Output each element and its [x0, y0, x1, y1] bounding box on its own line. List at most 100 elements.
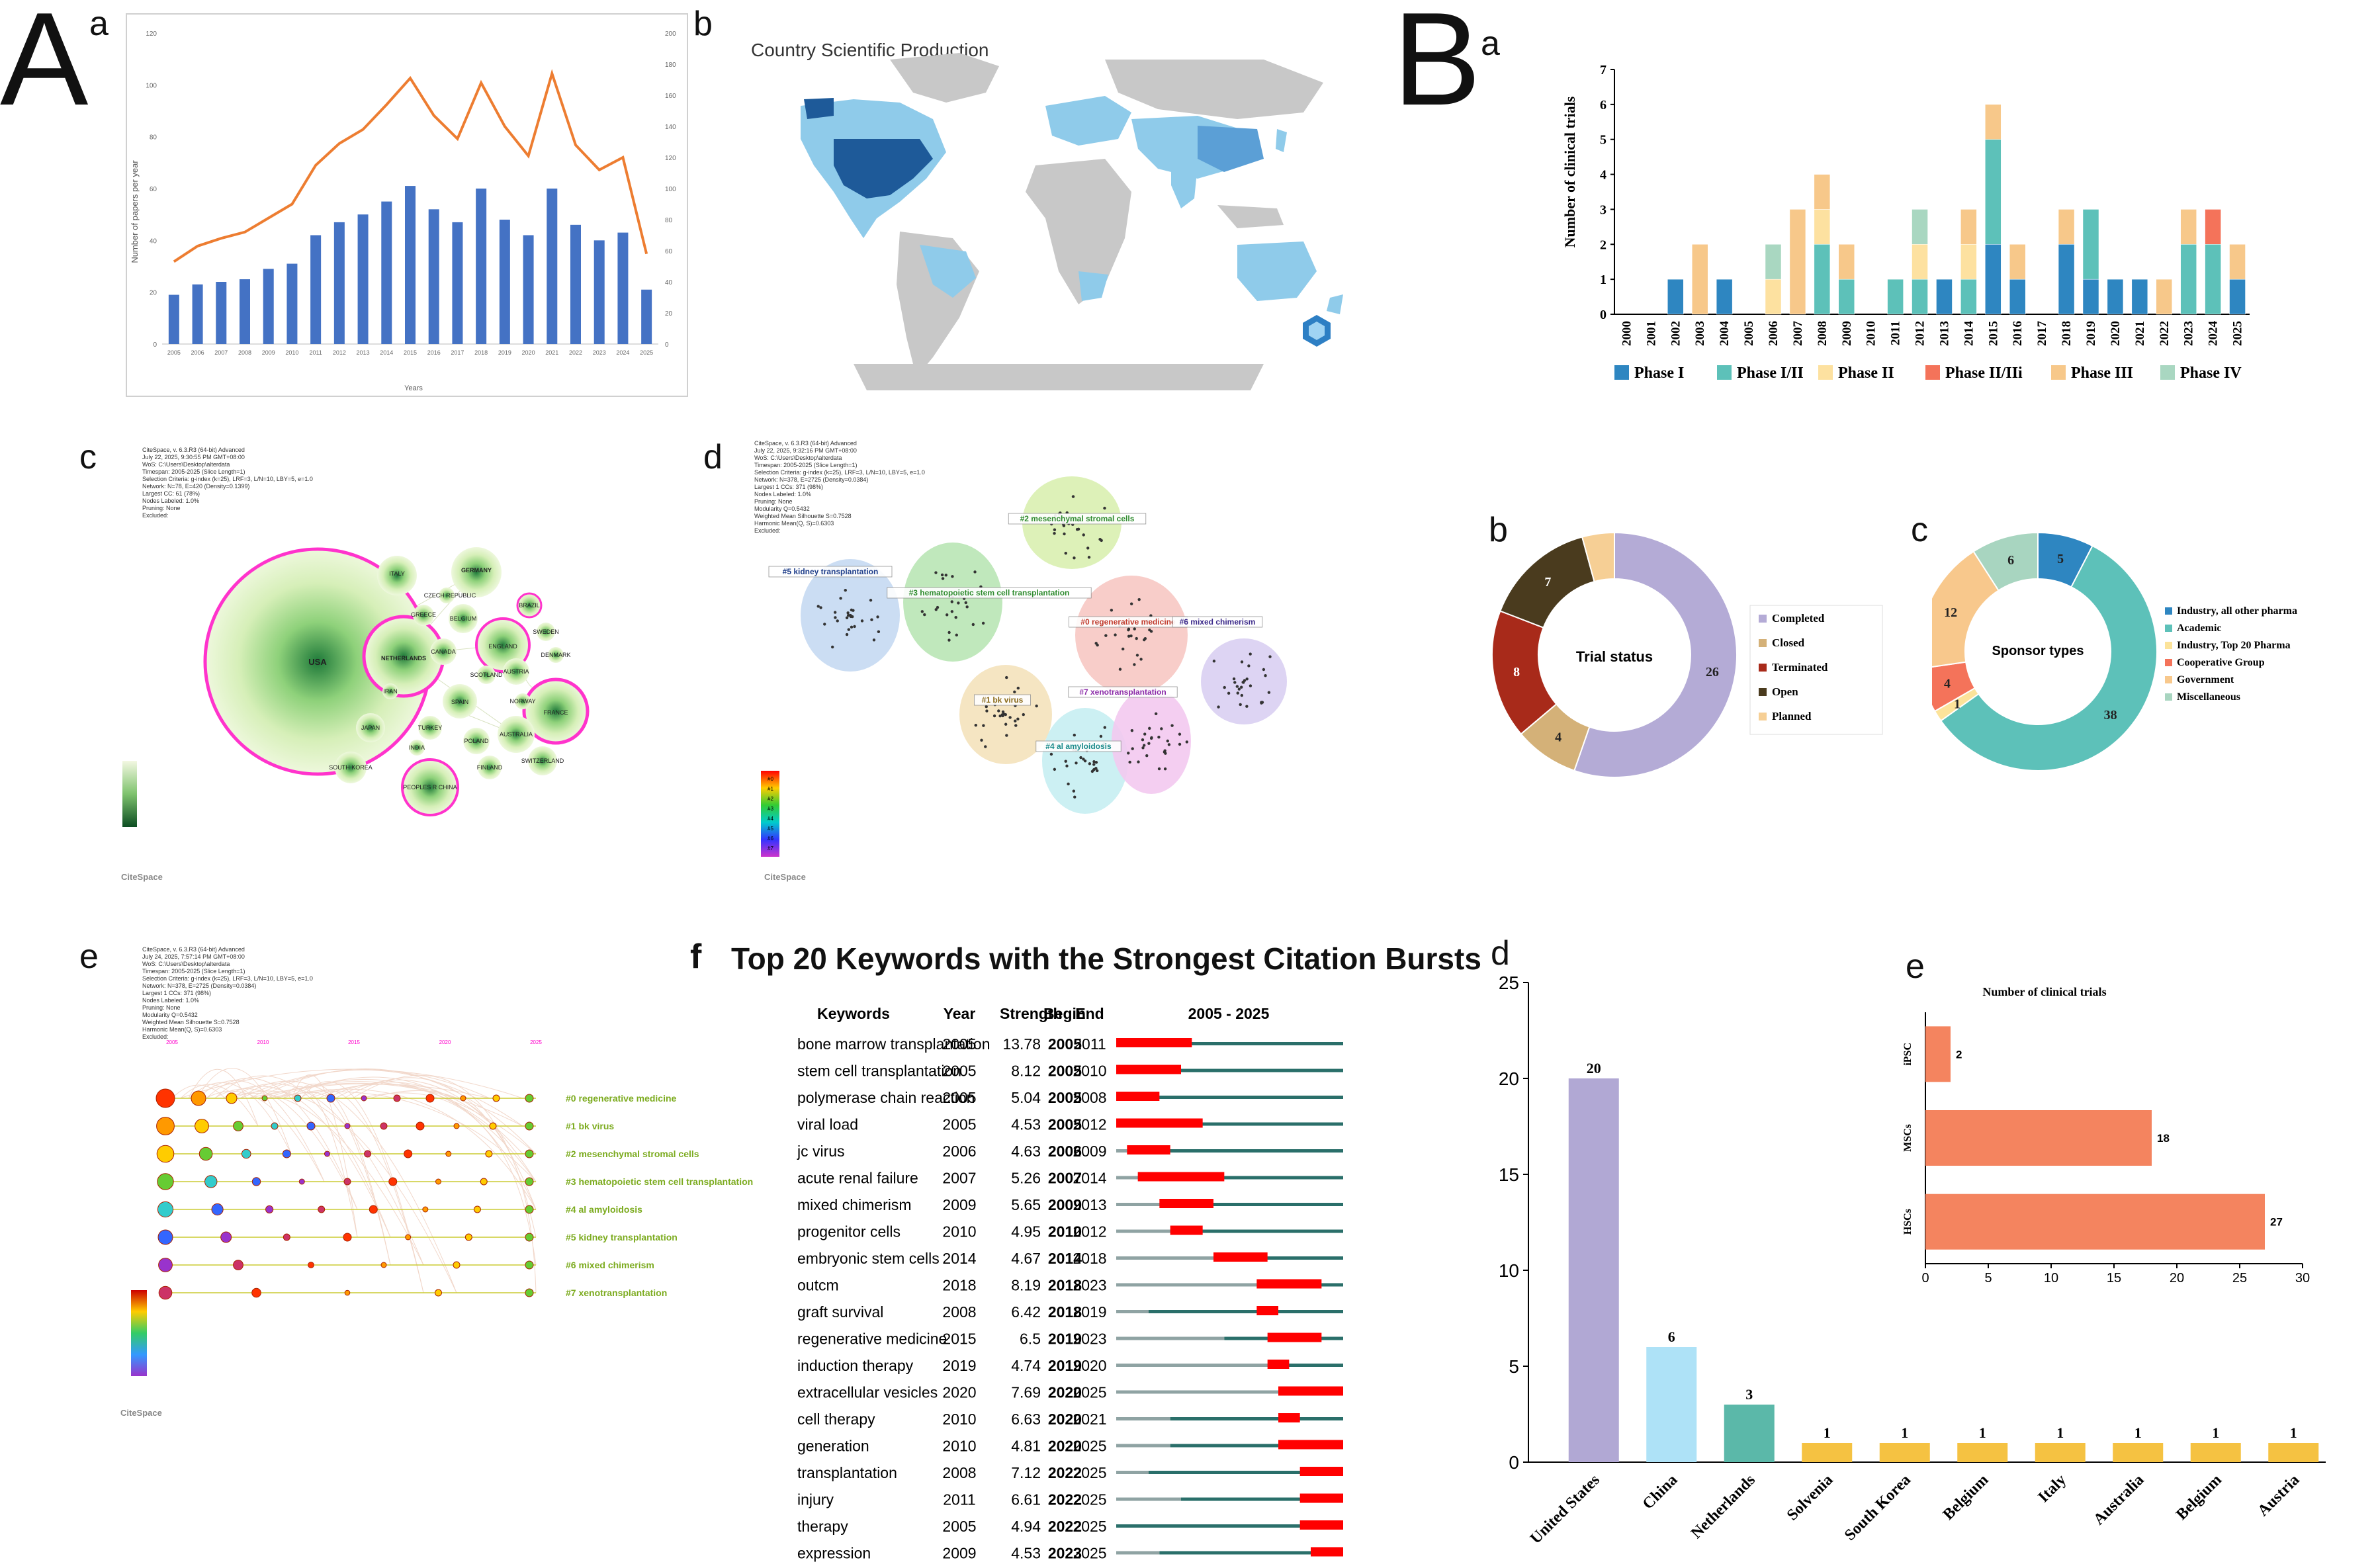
bar-value-label: 1 — [1979, 1424, 1986, 1441]
stacked-bar-segment — [2229, 279, 2246, 315]
chart-trial-status: 26 4 8 7 Trial status Completed Closed Termin… — [1491, 531, 1883, 778]
country-node-label: SOUTH KOREA — [329, 764, 373, 771]
keyword-node — [1240, 660, 1244, 664]
slice-value-label: 6 — [2007, 553, 2014, 568]
burst-pre-segment — [1116, 1283, 1257, 1287]
x-tick-label: 2024 — [2207, 321, 2221, 347]
burst-active-segment — [1159, 1199, 1213, 1208]
keyword-node — [1083, 759, 1087, 763]
keyword-node — [954, 616, 957, 619]
russia — [1105, 60, 1323, 119]
stacked-bar-segment — [1814, 174, 1831, 210]
burst-pre-segment — [1116, 1551, 1160, 1555]
cluster-legend-label: #5 — [768, 826, 773, 832]
keyword-node — [1065, 764, 1069, 767]
timeline-node — [155, 1088, 175, 1108]
keyword-node — [1249, 652, 1252, 656]
keyword-label: generation — [797, 1438, 869, 1455]
citation-arc — [188, 1068, 259, 1127]
country-node-label: DENMARK — [541, 652, 570, 658]
keyword-node — [985, 705, 988, 709]
timeline-node — [157, 1173, 174, 1190]
x-tick-label: 2005 — [167, 349, 181, 356]
year-value: 2010 — [942, 1223, 976, 1241]
burst-active-segment — [1137, 1172, 1225, 1182]
stacked-bar-segment — [1789, 209, 1806, 315]
country-node-label: SCOTLAND — [470, 672, 503, 678]
burst-active-segment — [1278, 1386, 1343, 1396]
citation-arc — [249, 1069, 523, 1127]
country-node-label: CZECH REPUBLIC — [424, 592, 476, 599]
legend-label: Planned — [1772, 710, 1812, 722]
citation-arc — [318, 1083, 490, 1127]
keyword-node — [1133, 627, 1136, 631]
citation-arc — [205, 1090, 325, 1182]
citation-arc — [257, 1082, 523, 1127]
cluster-timeline: 2005 2010 2015 2020 2025 #0 regenerative med… — [120, 1039, 753, 1418]
keyword-node — [1170, 724, 1174, 727]
burst-pre-segment — [1116, 1471, 1149, 1474]
keyword-node — [1094, 761, 1098, 764]
keyword-node — [1133, 663, 1136, 666]
x-tick-label: China — [1640, 1471, 1681, 1513]
citation-arc — [171, 1084, 226, 1099]
y-tick-label: 40 — [150, 238, 157, 245]
keyword-node — [985, 709, 989, 713]
bar-value-label: 1 — [2290, 1424, 2297, 1441]
panel-letter-A-d: d — [703, 438, 723, 476]
citespace-logo: CiteSpace — [121, 872, 163, 882]
keyword-node — [1147, 742, 1151, 745]
donut-slice — [1972, 531, 2039, 591]
timeline-node — [485, 1150, 493, 1158]
citation-arc — [180, 1084, 259, 1127]
x-tick-label: 15 — [2107, 1271, 2121, 1285]
hbar-value-label: 2 — [1956, 1048, 1962, 1061]
x-tick-label: 2017 — [2035, 321, 2049, 347]
keyword-node — [1086, 546, 1090, 550]
node-france — [522, 677, 590, 745]
keyword-node — [1157, 767, 1161, 771]
legend-swatch — [1818, 365, 1833, 380]
timeline-node — [525, 1260, 534, 1270]
timeline-node — [525, 1121, 534, 1131]
y-right-tick-label: 160 — [665, 93, 676, 100]
color-legend — [122, 761, 137, 827]
keyword-node — [851, 615, 854, 619]
keyword-node — [984, 745, 987, 748]
stacked-bar-segment — [1985, 104, 2002, 140]
bar — [2268, 1443, 2319, 1462]
x-tick-label: 2006 — [1767, 321, 1781, 346]
slice-value-label: 8 — [1513, 665, 1520, 679]
timeline-node — [265, 1205, 274, 1214]
burst-pre-segment — [1116, 1203, 1160, 1206]
timeline-node — [369, 1205, 378, 1214]
burst-pre-segment — [1116, 1417, 1170, 1420]
slice-value-label: 26 — [1706, 665, 1719, 679]
keyword-node — [1064, 760, 1067, 763]
timeline-node — [480, 1178, 488, 1186]
node-japan — [356, 713, 385, 742]
timeline-node — [233, 1121, 243, 1131]
x-tick-label: 2023 — [2182, 321, 2196, 346]
burst-timeline — [1116, 1068, 1343, 1072]
x-axis-label: Years — [404, 384, 423, 392]
year-value: 2008 — [942, 1464, 976, 1481]
strength-value: 7.69 — [1011, 1384, 1041, 1401]
keyword-node — [1088, 762, 1092, 765]
keyword-node — [950, 600, 953, 603]
x-tick-label: 10 — [2044, 1271, 2058, 1285]
legend-label: Phase I/II — [1737, 365, 1804, 382]
year-value: 2005 — [942, 1035, 976, 1053]
burst-active-segment — [1299, 1467, 1343, 1476]
bar — [594, 240, 605, 344]
keyword-node — [1127, 634, 1131, 638]
x-tick-label: 5 — [1984, 1271, 1992, 1285]
bar — [1802, 1443, 1853, 1462]
keyword-node — [946, 613, 949, 617]
chart-trials-by-cell-type: Number of clinical trials 0 5 10 15 20 25 30 iP… — [1902, 985, 2310, 1285]
keyword-node — [1267, 691, 1271, 694]
y-tick-label: 15 — [1499, 1164, 1519, 1185]
x-tick-label: 2012 — [1914, 321, 1927, 346]
timeline-node — [157, 1201, 174, 1218]
keyword-node — [1075, 762, 1078, 765]
